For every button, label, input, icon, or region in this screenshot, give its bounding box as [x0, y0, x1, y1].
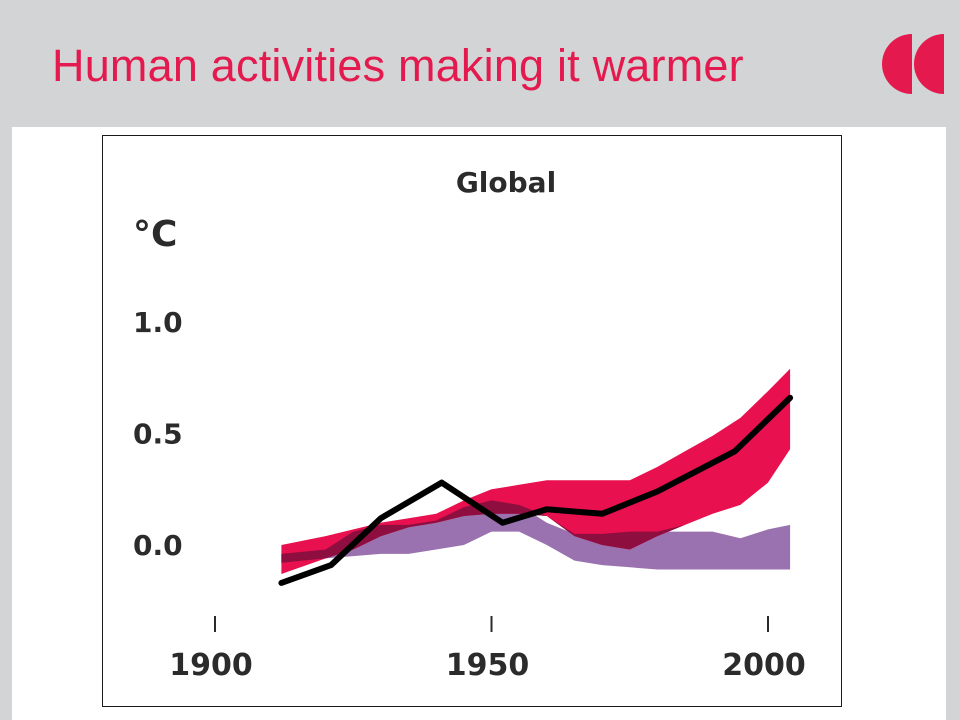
- y-axis-tick-labels: 0.0 0.5 1.0: [133, 306, 183, 562]
- y-axis-label: °C: [133, 214, 177, 255]
- y-tick-label: 1.0: [133, 306, 183, 339]
- chart-frame: [102, 135, 842, 707]
- x-axis-ticks: 1900 1950 2000: [169, 616, 806, 683]
- observed-temperature-line: [278, 394, 794, 586]
- slide-title: Human activities making it warmer: [52, 40, 744, 91]
- logo-left-half-disc: [882, 34, 912, 94]
- y-tick-label: 0.0: [133, 529, 183, 562]
- x-tick-label: 1950: [446, 648, 530, 683]
- chart-title: Global: [456, 166, 556, 199]
- logo-right-half-disc: [914, 34, 944, 94]
- x-tick-label: 2000: [722, 648, 806, 683]
- x-tick-label: 1900: [169, 648, 253, 683]
- logo-icon: [882, 34, 944, 94]
- natural-forcing-band: [281, 500, 791, 570]
- human-and-natural-forcing-band: [281, 368, 791, 574]
- band-overlap-region: [281, 449, 791, 563]
- y-tick-label: 0.5: [133, 418, 183, 451]
